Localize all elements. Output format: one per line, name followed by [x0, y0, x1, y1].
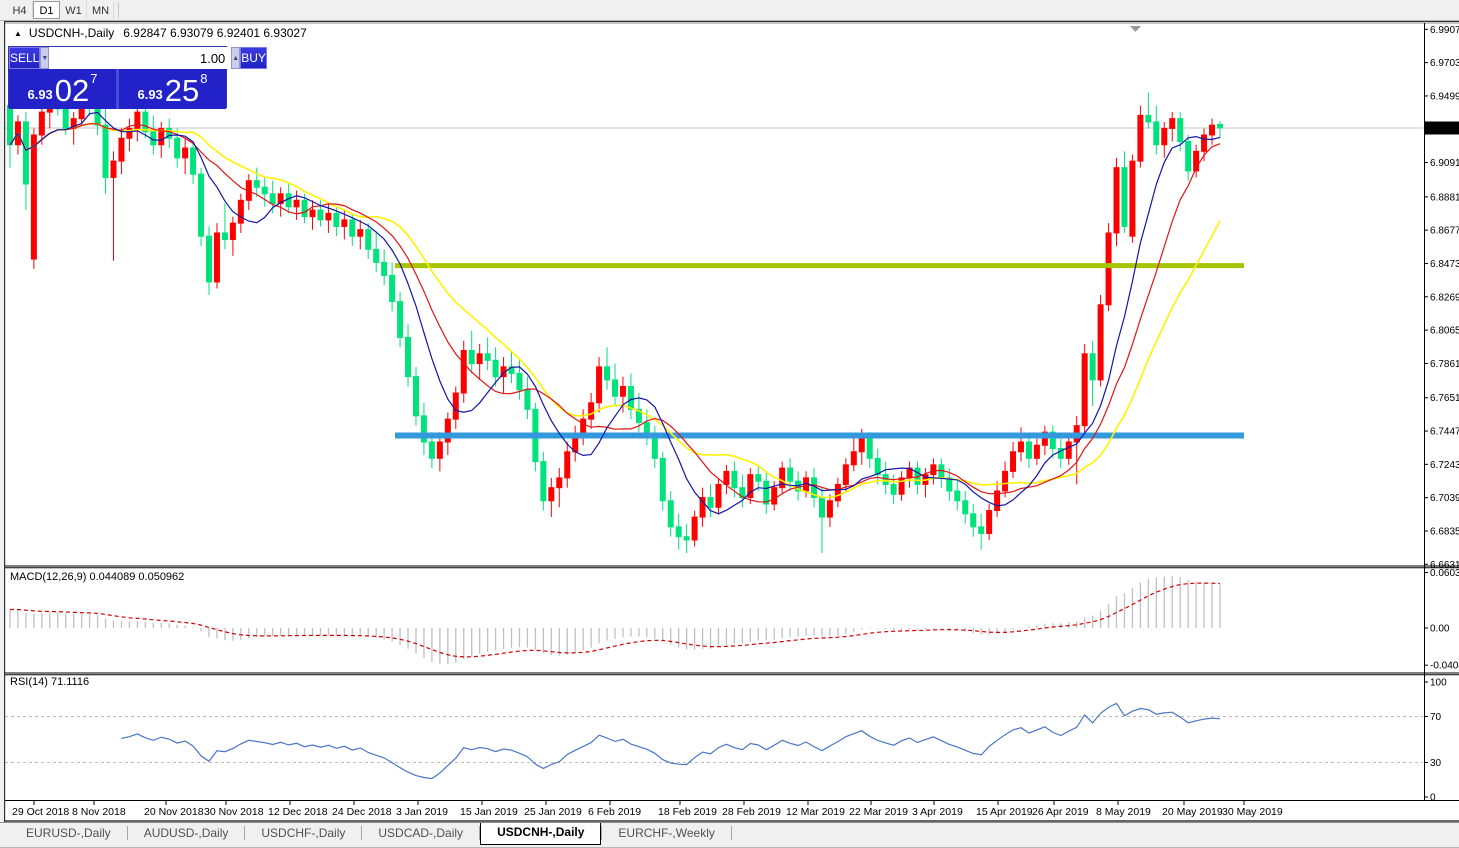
rsi-label: RSI(14) 71.1116 — [10, 676, 90, 688]
toolbar-separator — [118, 2, 119, 18]
spin-up-icon: ▲ — [232, 54, 240, 62]
sell-button[interactable]: SELL — [9, 47, 41, 69]
chart-tab-eurusd[interactable]: EURUSD-,Daily — [26, 826, 111, 840]
one-click-trade-panel: SELL ▼ ▲ BUY 6.93 02 7 6.93 25 — [8, 46, 267, 109]
svg-text:6.78610: 6.78610 — [1430, 359, 1459, 370]
tab-separator — [361, 826, 363, 840]
svg-text:30 May 2019: 30 May 2019 — [1222, 806, 1283, 818]
volume-decrease-button[interactable]: ▼ — [40, 47, 50, 69]
last-price-tag — [1425, 121, 1459, 135]
svg-text:12 Dec 2018: 12 Dec 2018 — [268, 806, 328, 818]
svg-text:6.88810: 6.88810 — [1430, 192, 1459, 203]
tab-separator — [244, 826, 246, 840]
svg-text:28 Feb 2019: 28 Feb 2019 — [722, 806, 781, 818]
svg-text:6.99070: 6.99070 — [1430, 25, 1459, 36]
chart-tab-usdcnh[interactable]: USDCNH-,Daily — [480, 823, 602, 845]
timeframe-button-mn[interactable]: MN — [87, 1, 114, 19]
svg-text:25 Jan 2019: 25 Jan 2019 — [524, 806, 582, 818]
svg-text:6.97030: 6.97030 — [1430, 58, 1459, 69]
timeframe-button-w1[interactable]: W1 — [60, 1, 87, 19]
timeframe-button-h4[interactable]: H4 — [6, 1, 33, 19]
svg-text:18 Feb 2019: 18 Feb 2019 — [658, 806, 717, 818]
timeframe-button-d1[interactable]: D1 — [33, 1, 60, 19]
chart-shift-triangle-icon — [1130, 26, 1141, 32]
chart-tab-usdcad[interactable]: USDCAD-,Daily — [378, 826, 464, 840]
spin-down-icon: ▼ — [41, 54, 49, 62]
rsi-layer — [5, 702, 1423, 780]
svg-text:22 Mar 2019: 22 Mar 2019 — [849, 806, 908, 818]
tab-separator — [479, 826, 481, 840]
candles-layer — [7, 85, 1223, 554]
svg-text:12 Mar 2019: 12 Mar 2019 — [786, 806, 845, 818]
chart-tabs-bar: EURUSD-,Daily AUDUSD-,Daily USDCHF-,Daily U… — [0, 822, 1459, 848]
buy-price-big: 25 — [164, 73, 200, 108]
svg-text:0: 0 — [1430, 793, 1436, 804]
svg-text:6.74470: 6.74470 — [1430, 427, 1459, 438]
chart-tab-audusd[interactable]: AUDUSD-,Daily — [143, 826, 229, 840]
svg-text:20 May 2019: 20 May 2019 — [1162, 806, 1223, 818]
svg-text:15 Apr 2019: 15 Apr 2019 — [976, 806, 1033, 818]
chart-canvas[interactable]: 6.99070 6.97030 6.94990 6.90910 6.88810 6.867… — [4, 21, 1459, 822]
macd-layer — [9, 575, 1221, 665]
chart-symbol-period: USDCNH-,Daily — [28, 26, 115, 40]
tab-separator — [126, 826, 128, 840]
svg-text:0.00: 0.00 — [1430, 624, 1450, 635]
buy-price-box[interactable]: 6.93 25 8 — [119, 69, 226, 109]
svg-text:30: 30 — [1430, 758, 1442, 769]
sell-price-box[interactable]: 6.93 02 7 — [9, 69, 116, 109]
svg-text:26 Apr 2019: 26 Apr 2019 — [1032, 806, 1089, 818]
svg-text:70: 70 — [1430, 712, 1442, 723]
svg-text:6 Feb 2019: 6 Feb 2019 — [588, 806, 641, 818]
buy-button[interactable]: BUY — [240, 47, 267, 69]
svg-text:6.90910: 6.90910 — [1430, 158, 1459, 169]
svg-text:6.76510: 6.76510 — [1430, 393, 1459, 404]
svg-text:24 Dec 2018: 24 Dec 2018 — [332, 806, 392, 818]
svg-text:6.94990: 6.94990 — [1430, 91, 1459, 102]
svg-text:-0.04041: -0.04041 — [1430, 661, 1459, 672]
svg-text:6.86770: 6.86770 — [1430, 226, 1459, 237]
svg-text:6.82690: 6.82690 — [1430, 292, 1459, 303]
collapse-icon[interactable]: ▲ — [14, 28, 22, 38]
volume-input[interactable] — [49, 47, 232, 69]
svg-text:6.84730: 6.84730 — [1430, 259, 1459, 270]
svg-text:6.70390: 6.70390 — [1430, 493, 1459, 504]
svg-text:6.72430: 6.72430 — [1430, 460, 1459, 471]
chart-tab-usdchf[interactable]: USDCHF-,Daily — [261, 826, 346, 840]
sell-price-sup: 7 — [90, 71, 98, 86]
timeframe-toolbar: H4 D1 W1 MN — [0, 0, 1459, 21]
tab-separator — [601, 826, 603, 840]
svg-text:3 Apr 2019: 3 Apr 2019 — [912, 806, 963, 818]
svg-text:30 Nov 2018: 30 Nov 2018 — [204, 806, 264, 818]
chart-title-row: ▲ USDCNH-,Daily 6.92847 6.93079 6.92401 … — [14, 26, 307, 40]
buy-price-small: 6.93 — [137, 87, 163, 102]
chart-window: 6.99070 6.97030 6.94990 6.90910 6.88810 6.867… — [0, 21, 1459, 822]
svg-text:15 Jan 2019: 15 Jan 2019 — [460, 806, 518, 818]
tab-separator — [730, 826, 732, 840]
chart-tab-eurchf[interactable]: EURCHF-,Weekly — [618, 826, 715, 840]
svg-text:20 Nov 2018: 20 Nov 2018 — [144, 806, 204, 818]
svg-text:6.68350: 6.68350 — [1430, 526, 1459, 537]
svg-text:3 Jan 2019: 3 Jan 2019 — [396, 806, 448, 818]
svg-text:29 Oct 2018: 29 Oct 2018 — [12, 806, 69, 818]
date-axis: 29 Oct 2018 8 Nov 2018 20 Nov 2018 30 Nov 2… — [12, 806, 1283, 818]
volume-increase-button[interactable]: ▲ — [231, 47, 241, 69]
macd-label: MACD(12,26,9) 0.044089 0.050962 — [10, 571, 185, 583]
svg-text:6.80650: 6.80650 — [1430, 326, 1459, 337]
svg-text:100: 100 — [1430, 678, 1447, 689]
sell-price-big: 02 — [54, 73, 90, 108]
svg-text:8 Nov 2018: 8 Nov 2018 — [72, 806, 126, 818]
sell-price-small: 6.93 — [27, 87, 53, 102]
buy-price-sup: 8 — [200, 71, 208, 86]
chart-ohlc-values: 6.92847 6.93079 6.92401 6.93027 — [123, 26, 307, 40]
svg-text:8 May 2019: 8 May 2019 — [1096, 806, 1151, 818]
svg-text:0.060342: 0.060342 — [1430, 568, 1459, 579]
